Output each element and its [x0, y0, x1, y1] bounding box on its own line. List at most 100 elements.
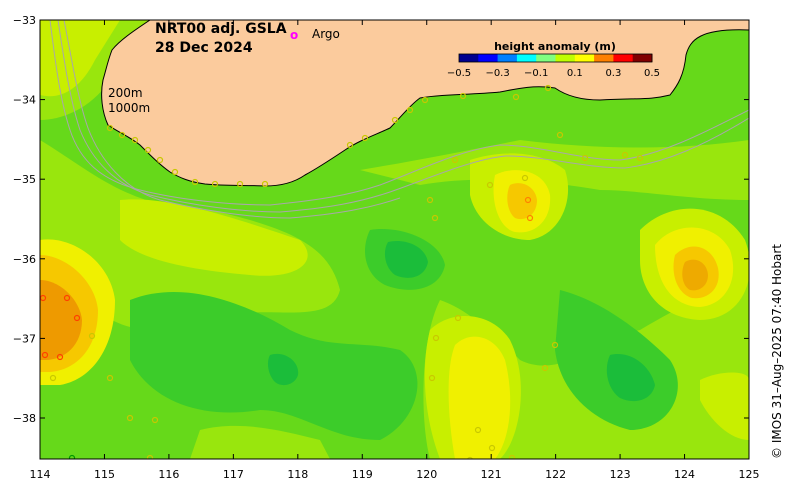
argo-legend-label: Argo — [312, 27, 340, 41]
anomaly-region-yellowgreen — [40, 20, 120, 97]
colorbar-swatch — [632, 54, 653, 62]
argo-marker — [73, 314, 81, 322]
anomaly-region-yellowgreen — [700, 372, 749, 440]
argo-marker — [544, 84, 552, 92]
argo-marker — [106, 374, 114, 382]
argo-marker — [191, 178, 199, 186]
argo-marker — [131, 136, 139, 144]
argo-marker — [459, 92, 467, 100]
x-tick-label: 114 — [30, 468, 51, 481]
x-tick-label: 122 — [545, 468, 566, 481]
anomaly-region-deeporange — [682, 259, 708, 291]
y-tick-label: −35 — [13, 173, 36, 186]
x-tick-label: 117 — [223, 468, 244, 481]
argo-marker — [524, 196, 532, 204]
colorbar-ticks: −0.5 −0.3 −0.1 0.1 0.3 0.5 — [447, 68, 660, 79]
isobath-label-1000m: 1000m — [108, 101, 150, 115]
argo-marker — [426, 196, 434, 204]
argo-marker — [118, 131, 126, 139]
isobath-200m-line — [49, 20, 749, 206]
colorbar-swatch — [478, 54, 499, 62]
argo-marker — [261, 180, 269, 188]
y-tick-label: −37 — [13, 332, 36, 345]
colorbar-swatch — [594, 54, 614, 62]
x-tick-label: 124 — [674, 468, 695, 481]
y-axis: −33 −34 −35 −36 −37 −38 — [13, 14, 749, 425]
argo-marker — [126, 414, 134, 422]
x-tick-label: 121 — [481, 468, 502, 481]
colorbar-frame — [458, 53, 653, 63]
argo-marker — [431, 214, 439, 222]
argo-markers — [40, 84, 644, 459]
x-tick-label: 123 — [610, 468, 631, 481]
argo-marker — [486, 181, 494, 189]
argo-marker — [556, 131, 564, 139]
argo-marker — [621, 151, 629, 159]
isobath-label-200m: 200m — [108, 86, 143, 100]
argo-marker — [451, 156, 459, 164]
argo-marker — [171, 168, 179, 176]
argo-marker — [151, 416, 159, 424]
colorbar-swatch — [613, 54, 634, 62]
argo-marker — [541, 364, 549, 372]
argo-marker — [428, 374, 436, 382]
anomaly-region-deeporange — [40, 280, 82, 360]
y-tick-label: −38 — [13, 412, 36, 425]
argo-marker — [508, 454, 516, 459]
argo-marker — [41, 351, 49, 359]
x-tick-label: 120 — [416, 468, 437, 481]
colorbar: height anomaly (m) −0.5 −0.3 −0.1 0.1 0.3 0.5 — [447, 40, 660, 79]
anomaly-region-lightgreen — [190, 425, 330, 459]
argo-marker — [88, 332, 96, 340]
colorbar-tick-label: −0.3 — [485, 68, 509, 79]
colorbar-swatch — [536, 54, 556, 62]
argo-marker — [581, 154, 589, 162]
argo-marker — [474, 426, 482, 434]
argo-marker — [432, 334, 440, 342]
colorbar-tick-label: 0.3 — [605, 68, 621, 79]
argo-marker — [361, 134, 369, 142]
argo-marker — [236, 180, 244, 188]
argo-marker — [63, 294, 71, 302]
y-tick-label: −36 — [13, 253, 36, 266]
colorbar-tick-label: 0.5 — [644, 68, 660, 79]
anomaly-region-darkgreen — [267, 353, 299, 386]
argo-marker — [512, 93, 520, 101]
map-date: 28 Dec 2024 — [155, 40, 253, 56]
argo-marker — [391, 116, 399, 124]
imos-credit: © IMOS 31–Aug–2025 07:40 Hobart — [770, 244, 784, 459]
argo-legend-marker: o — [290, 28, 298, 42]
argo-marker — [421, 96, 429, 104]
x-axis: 114 115 116 117 118 119 120 121 122 123 124 125 — [30, 20, 760, 481]
colorbar-swatch — [516, 54, 537, 62]
isobath-1000m-line — [57, 20, 749, 213]
x-tick-label: 119 — [352, 468, 373, 481]
argo-marker — [211, 180, 219, 188]
anomaly-field — [40, 20, 749, 459]
colorbar-swatch — [574, 54, 595, 62]
anomaly-region-yellow — [448, 336, 511, 459]
colorbar-gradient — [459, 54, 653, 62]
argo-marker — [526, 214, 534, 222]
argo-marker — [56, 353, 64, 361]
colorbar-tick-label: 0.1 — [567, 68, 583, 79]
argo-marker — [454, 314, 462, 322]
isobath-lines — [49, 20, 749, 219]
y-tick-label: −34 — [13, 94, 36, 107]
argo-marker — [521, 174, 529, 182]
x-tick-label: 115 — [94, 468, 115, 481]
y-tick-label: −33 — [13, 14, 36, 27]
colorbar-swatch — [555, 54, 576, 62]
argo-marker — [406, 106, 414, 114]
argo-marker — [68, 454, 76, 459]
colorbar-tick-label: −0.1 — [524, 68, 548, 79]
plot-frame — [39, 19, 750, 460]
argo-marker — [49, 374, 57, 382]
argo-marker — [144, 146, 152, 154]
argo-marker — [146, 454, 154, 459]
argo-marker — [106, 124, 114, 132]
colorbar-tick-label: −0.5 — [447, 68, 471, 79]
argo-marker — [551, 341, 559, 349]
anomaly-region-darkgreen — [384, 240, 428, 278]
